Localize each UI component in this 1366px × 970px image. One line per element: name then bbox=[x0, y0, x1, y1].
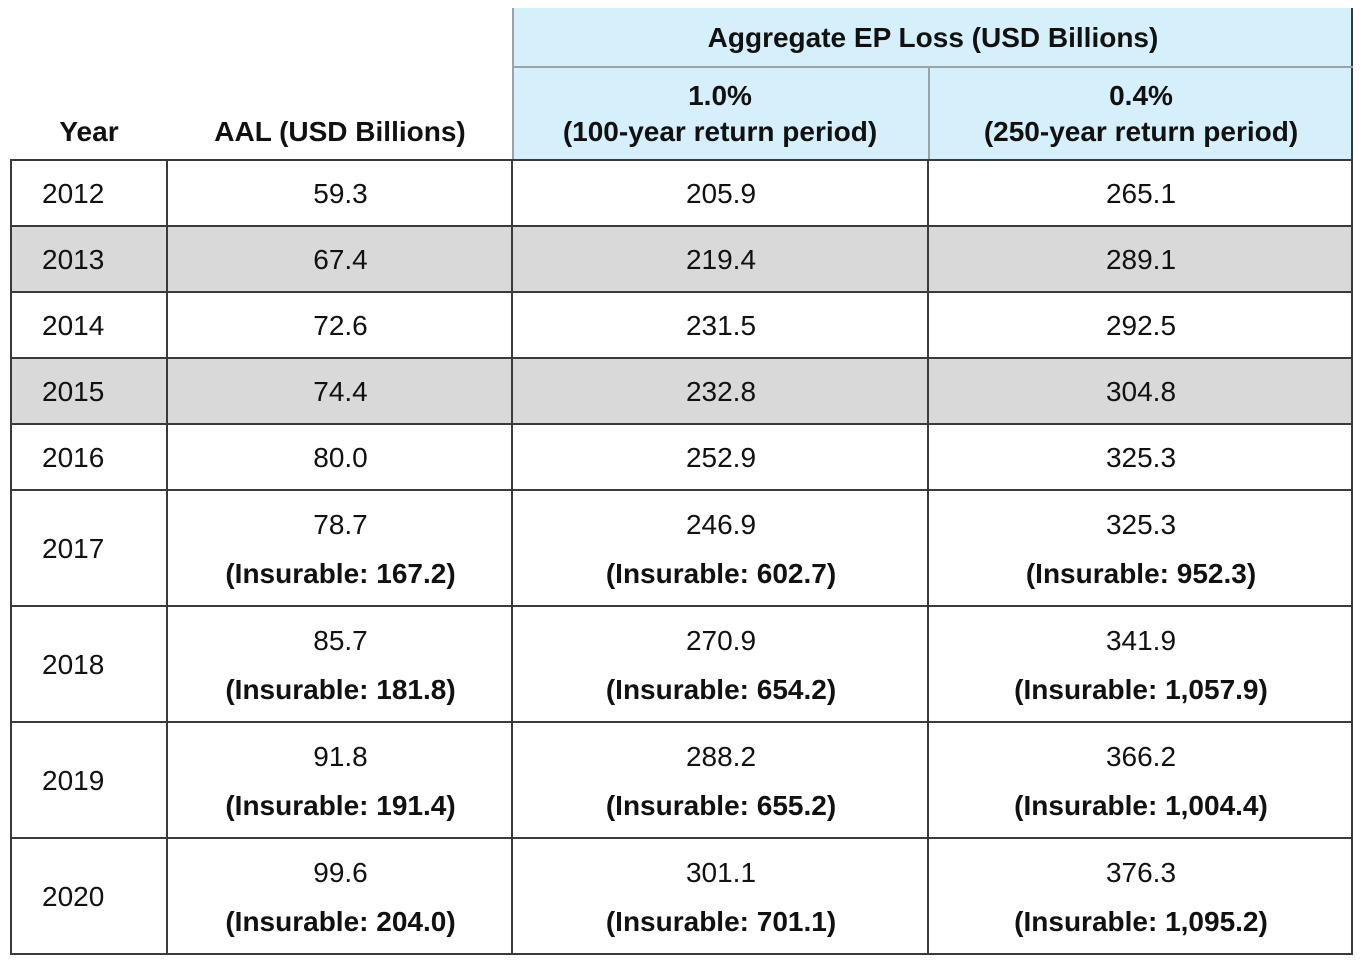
table-cell bbox=[168, 227, 513, 293]
value-text: 304.8 bbox=[1105, 376, 1177, 407]
value-text: 219.4 bbox=[685, 244, 757, 275]
year-cell: 2017 bbox=[42, 533, 105, 564]
table-cell bbox=[168, 161, 513, 227]
value-text: 78.7 bbox=[313, 509, 368, 540]
value-text: 91.8 bbox=[313, 741, 368, 772]
table-cell bbox=[168, 839, 513, 955]
table-cell bbox=[929, 839, 1353, 955]
column-header: 1.0% bbox=[688, 80, 752, 111]
value-text: 74.4 bbox=[313, 376, 368, 407]
value-text: 288.2 bbox=[685, 741, 757, 772]
value-text: 301.1 bbox=[685, 857, 757, 888]
header-band bbox=[513, 8, 1353, 161]
column-header: AAL (USD Billions) bbox=[214, 116, 466, 147]
table-cell bbox=[513, 491, 929, 607]
insurable-note: (Insurable: 952.3) bbox=[1025, 558, 1257, 589]
table-cell bbox=[513, 425, 929, 491]
value-text: 67.4 bbox=[313, 244, 368, 275]
table-cell bbox=[10, 425, 168, 491]
value-text: 231.5 bbox=[685, 310, 757, 341]
header-divider bbox=[928, 66, 930, 161]
value-text: 292.5 bbox=[1105, 310, 1177, 341]
value-text: 325.3 bbox=[1105, 509, 1177, 540]
value-text: 376.3 bbox=[1105, 857, 1177, 888]
insurable-note: (Insurable: 1,057.9) bbox=[1014, 674, 1268, 705]
value-text: 341.9 bbox=[1105, 625, 1177, 656]
year-cell: 2015 bbox=[42, 376, 105, 407]
table-cell bbox=[513, 161, 929, 227]
table-cell bbox=[10, 293, 168, 359]
table-cell bbox=[168, 425, 513, 491]
table-cell bbox=[10, 839, 168, 955]
table-cell bbox=[168, 723, 513, 839]
value-text: 72.6 bbox=[313, 310, 368, 341]
table-cell bbox=[168, 359, 513, 425]
header-divider bbox=[512, 8, 514, 161]
value-text: 59.3 bbox=[313, 178, 368, 209]
value-text: 252.9 bbox=[685, 442, 757, 473]
insurable-note: (Insurable: 181.8) bbox=[225, 674, 456, 705]
year-cell: 2013 bbox=[42, 244, 105, 275]
year-cell: 2019 bbox=[42, 765, 105, 796]
table-cell bbox=[10, 491, 168, 607]
insurable-note: (Insurable: 655.2) bbox=[605, 790, 837, 821]
table-cell bbox=[929, 293, 1353, 359]
insurable-note: (Insurable: 602.7) bbox=[605, 558, 837, 589]
value-text: 232.8 bbox=[685, 376, 757, 407]
insurable-note: (Insurable: 167.2) bbox=[225, 558, 456, 589]
table-cell bbox=[513, 359, 929, 425]
value-text: 289.1 bbox=[1105, 244, 1177, 275]
insurable-note: (Insurable: 1,095.2) bbox=[1014, 906, 1268, 937]
table-cell bbox=[929, 425, 1353, 491]
column-subheader: (100-year return period) bbox=[562, 116, 878, 147]
value-text: 85.7 bbox=[313, 625, 368, 656]
value-text: 246.9 bbox=[685, 509, 757, 540]
table-cell bbox=[10, 227, 168, 293]
year-cell: 2012 bbox=[42, 178, 105, 209]
value-text: 270.9 bbox=[685, 625, 757, 656]
year-cell: 2016 bbox=[42, 442, 105, 473]
table-cell bbox=[513, 839, 929, 955]
insurable-note: (Insurable: 191.4) bbox=[225, 790, 456, 821]
year-cell: 2014 bbox=[42, 310, 105, 341]
table-cell bbox=[513, 227, 929, 293]
table-cell bbox=[168, 491, 513, 607]
table-cell bbox=[168, 293, 513, 359]
table-cell bbox=[513, 293, 929, 359]
table-cell bbox=[513, 607, 929, 723]
table-cell bbox=[10, 723, 168, 839]
table-cell bbox=[929, 359, 1353, 425]
header-rule bbox=[10, 159, 1353, 161]
insurable-note: (Insurable: 701.1) bbox=[605, 906, 837, 937]
insurable-note: (Insurable: 204.0) bbox=[225, 906, 456, 937]
column-header: Year bbox=[59, 116, 119, 147]
value-text: 80.0 bbox=[313, 442, 368, 473]
year-cell: 2020 bbox=[42, 881, 105, 912]
table-cell bbox=[929, 607, 1353, 723]
header-divider bbox=[513, 66, 1353, 68]
table-cell bbox=[929, 161, 1353, 227]
value-text: 366.2 bbox=[1105, 741, 1177, 772]
insurable-note: (Insurable: 654.2) bbox=[605, 674, 837, 705]
year-cell: 2018 bbox=[42, 649, 105, 680]
table-cell bbox=[10, 607, 168, 723]
value-text: 99.6 bbox=[313, 857, 368, 888]
table-cell bbox=[929, 491, 1353, 607]
table-cell bbox=[10, 359, 168, 425]
table-cell bbox=[929, 723, 1353, 839]
column-subheader: (250-year return period) bbox=[983, 116, 1299, 147]
value-text: 325.3 bbox=[1105, 442, 1177, 473]
column-header: 0.4% bbox=[1109, 80, 1173, 111]
table-cell bbox=[513, 723, 929, 839]
value-text: 265.1 bbox=[1105, 178, 1177, 209]
table-cell bbox=[10, 161, 168, 227]
insurable-note: (Insurable: 1,004.4) bbox=[1014, 790, 1268, 821]
table-cell bbox=[168, 607, 513, 723]
table-cell bbox=[929, 227, 1353, 293]
group-header: Aggregate EP Loss (USD Billions) bbox=[707, 22, 1159, 53]
value-text: 205.9 bbox=[685, 178, 757, 209]
